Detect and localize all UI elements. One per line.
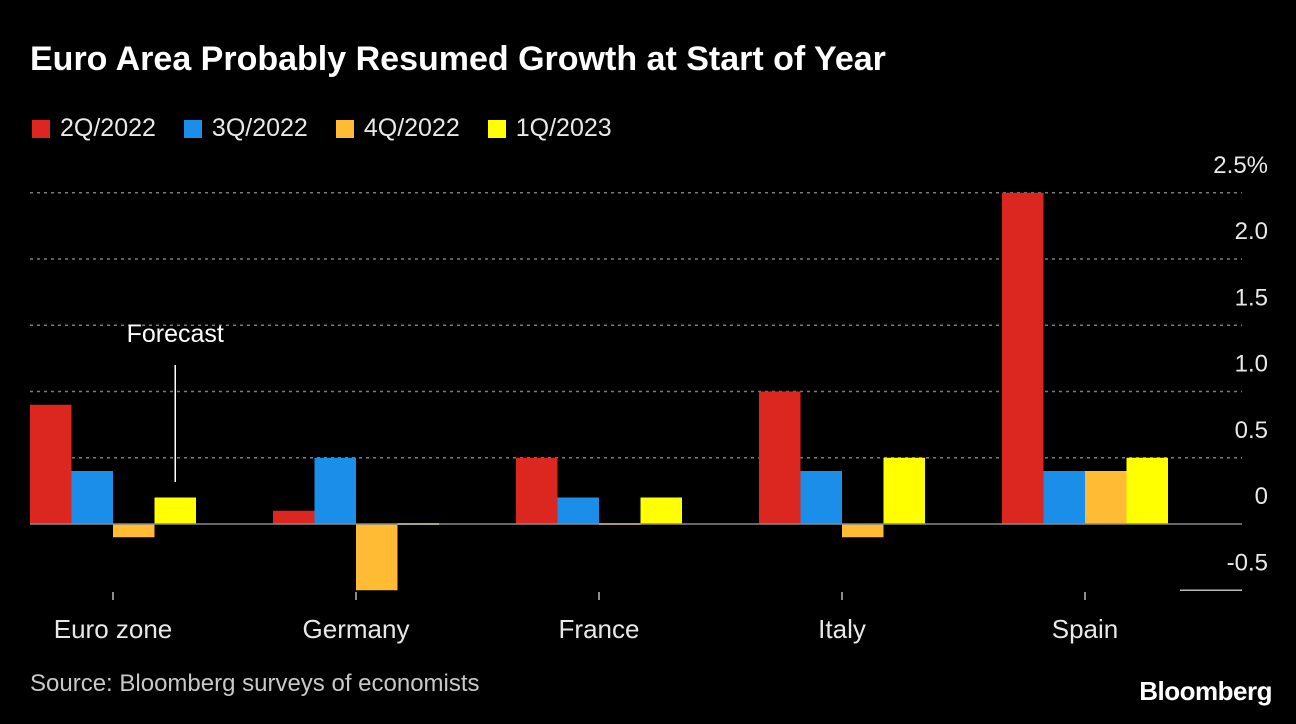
bloomberg-logo: Bloomberg [1139, 676, 1272, 706]
y-tick-label: 1.5 [1235, 284, 1268, 311]
legend-label: 4Q/2022 [363, 114, 460, 142]
bar [640, 497, 682, 524]
y-tick-label: 1.0 [1235, 351, 1268, 378]
bar [759, 391, 801, 524]
legend-swatch [335, 119, 354, 138]
bar [516, 457, 558, 524]
bar [1126, 457, 1168, 524]
legend-swatch [487, 119, 506, 138]
legend-label: 3Q/2022 [211, 114, 308, 142]
bar [273, 510, 315, 524]
legend-item: 2Q/2022 [32, 114, 156, 143]
y-tick-label: -0.5 [1227, 549, 1268, 576]
forecast-annotation: Forecast [127, 320, 224, 348]
legend-swatch [32, 119, 50, 138]
bar [1043, 471, 1085, 524]
bar [557, 497, 599, 524]
y-tick-label: 2.5% [1213, 152, 1268, 179]
legend-label: 1Q/2023 [515, 114, 612, 142]
x-tick-label: France [559, 614, 640, 644]
bar [154, 497, 196, 524]
chart-title: Euro Area Probably Resumed Growth at Sta… [30, 40, 886, 78]
legend-item: 3Q/2022 [183, 114, 308, 143]
bar [71, 471, 113, 524]
bar [842, 524, 884, 538]
chart-legend: 2Q/2022 3Q/2022 4Q/2022 1Q/2023 [32, 114, 612, 143]
legend-item: 1Q/2023 [487, 114, 612, 143]
bar [314, 457, 356, 524]
bar [356, 524, 398, 591]
y-tick-label: 2.0 [1235, 218, 1268, 245]
bar [883, 457, 925, 524]
bar [113, 524, 155, 538]
bar [30, 404, 72, 524]
x-tick-label: Germany [303, 614, 410, 644]
bar [1085, 471, 1127, 524]
x-tick-label: Italy [818, 614, 866, 644]
legend-item: 4Q/2022 [335, 114, 460, 143]
x-tick-label: Spain [1052, 614, 1119, 644]
y-tick-label: 0.5 [1235, 417, 1268, 444]
x-tick-label: Euro zone [54, 614, 173, 644]
legend-swatch [183, 119, 202, 138]
source-note: Source: Bloomberg surveys of economists [30, 670, 480, 697]
bar [1002, 192, 1044, 524]
legend-label: 2Q/2022 [60, 114, 156, 142]
bar [800, 471, 842, 524]
y-tick-label: 0 [1255, 483, 1268, 510]
